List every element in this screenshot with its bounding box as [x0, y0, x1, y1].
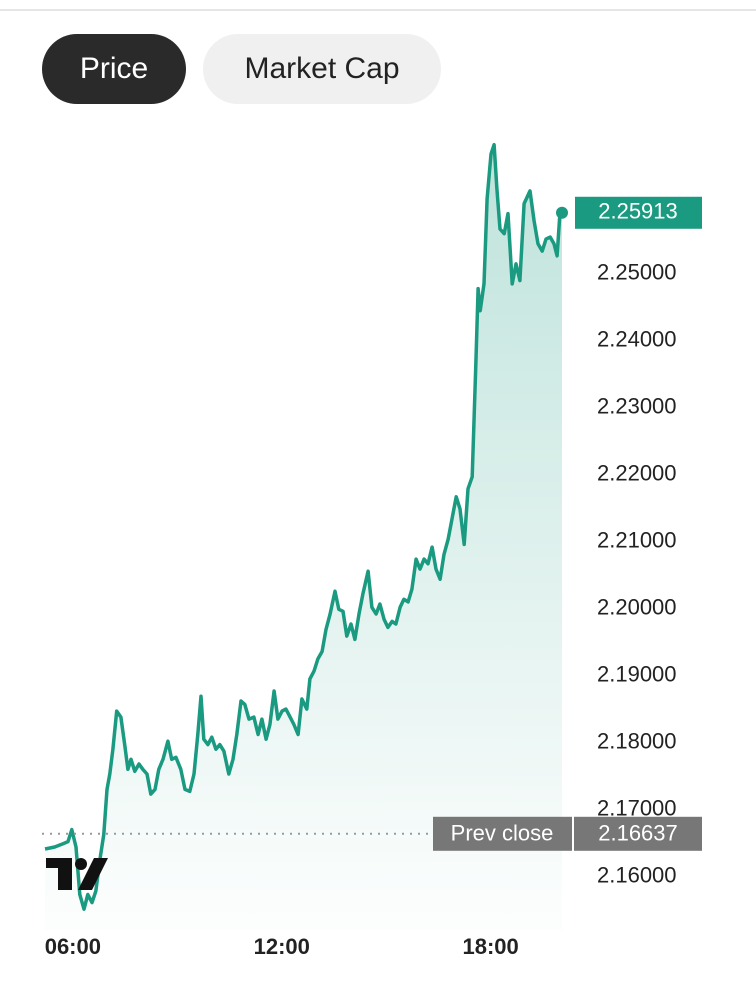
- y-tick-label: 2.19000: [597, 661, 677, 686]
- tab[interactable]: [203, 34, 441, 104]
- area: [45, 144, 562, 930]
- price-line: [44, 142, 563, 911]
- y-tick-label: 2.17000: [597, 795, 677, 820]
- prev-close-label: Prev close: [451, 821, 554, 846]
- tradingview-logo: [46, 858, 108, 890]
- y-tick-label: 2.21000: [597, 528, 677, 553]
- y-tick-label: 2.23000: [597, 394, 677, 419]
- prev-close-badge: [433, 816, 572, 851]
- prev-close-value: 2.16637: [598, 821, 678, 846]
- tab-label[interactable]: Market Cap: [244, 52, 399, 85]
- last-point: [556, 206, 568, 219]
- price-tag: [575, 196, 702, 229]
- tab-active[interactable]: [42, 34, 186, 104]
- x-tick-label: 06:00: [45, 934, 101, 959]
- x-tick-label: 12:00: [254, 934, 310, 959]
- y-tick-label: 2.25000: [597, 260, 677, 285]
- y-tick-label: 2.20000: [597, 594, 677, 619]
- y-tick-label: 2.24000: [597, 327, 677, 352]
- plot: [44, 142, 568, 930]
- x-tick-label: 18:00: [462, 934, 518, 959]
- y-tick-label: 2.18000: [597, 728, 677, 753]
- y-tick-label: 2.22000: [597, 461, 677, 486]
- y-tick-label: 2.16000: [597, 862, 677, 887]
- price-tag-label: 2.25913: [598, 199, 678, 224]
- prev-close-tag: [574, 816, 702, 851]
- tab-label[interactable]: Price: [80, 52, 148, 85]
